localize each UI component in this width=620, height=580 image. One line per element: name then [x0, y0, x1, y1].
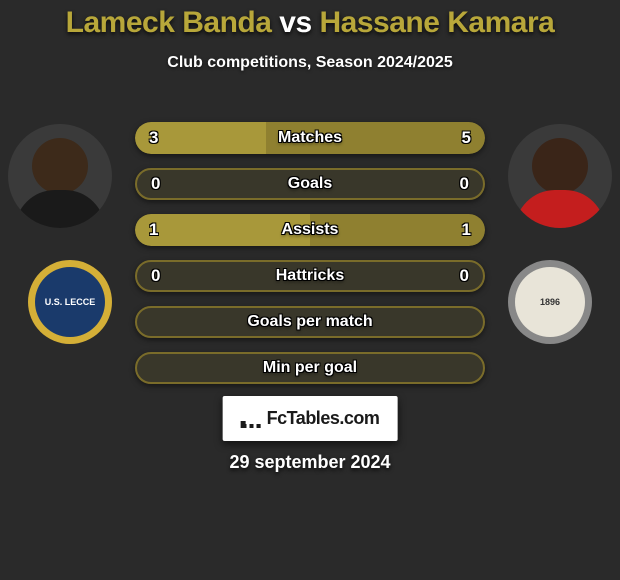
stat-label: Goals	[137, 170, 483, 198]
player-right-avatar	[508, 124, 612, 228]
title-player2: Hassane Kamara	[320, 6, 555, 39]
chart-icon	[241, 410, 261, 428]
stat-row: Goals per match	[135, 306, 485, 338]
stat-label: Matches	[135, 122, 485, 154]
stat-label: Assists	[135, 214, 485, 246]
stat-row: Min per goal	[135, 352, 485, 384]
branding-badge: FcTables.com	[223, 396, 398, 441]
stat-label: Hattricks	[137, 262, 483, 290]
stat-label: Goals per match	[137, 308, 483, 336]
stat-row: 00Goals	[135, 168, 485, 200]
subtitle: Club competitions, Season 2024/2025	[0, 54, 620, 72]
club-badge-left-inner: U.S. LECCE	[35, 267, 105, 337]
stats-container: 35Matches 00Goals 11Assists 00Hattricks Goal…	[135, 122, 485, 398]
title-vs: vs	[279, 6, 311, 39]
club-badge-right: 1896	[508, 260, 592, 344]
player-left-avatar	[8, 124, 112, 228]
stat-row: 11Assists	[135, 214, 485, 246]
stat-row: 00Hattricks	[135, 260, 485, 292]
avatar-head-right	[532, 138, 588, 194]
avatar-head-left	[32, 138, 88, 194]
stat-label: Min per goal	[137, 354, 483, 382]
club-badge-left: U.S. LECCE	[28, 260, 112, 344]
club-badge-right-inner: 1896	[515, 267, 585, 337]
title-player1: Lameck Banda	[66, 6, 272, 39]
page-title: Lameck Banda vs Hassane Kamara	[0, 0, 620, 40]
avatar-body-right	[515, 190, 605, 228]
stat-row: 35Matches	[135, 122, 485, 154]
branding-text: FcTables.com	[267, 408, 380, 429]
date-text: 29 september 2024	[0, 452, 620, 473]
avatar-body-left	[15, 190, 105, 228]
